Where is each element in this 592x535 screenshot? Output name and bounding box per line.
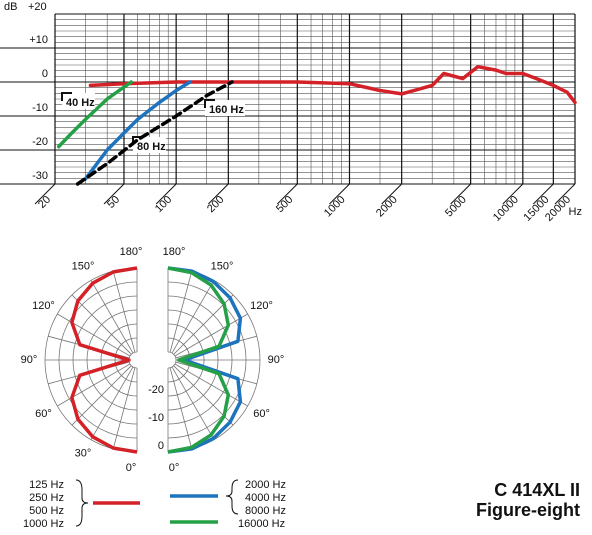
y-tick-label: 0 — [42, 68, 48, 80]
x-tick-label: 100 — [153, 194, 174, 215]
x-tick-label: 2000 — [374, 194, 400, 220]
polar-spoke — [171, 280, 215, 354]
response-curve — [56, 80, 133, 149]
y-tick-label: -20 — [32, 136, 48, 148]
x-tick-label: 500 — [274, 194, 295, 215]
polar-spoke — [71, 365, 132, 426]
x-tick-label: 10000 — [491, 194, 521, 224]
x-tick-label: 1000 — [322, 194, 348, 220]
polar-spoke — [171, 366, 215, 440]
annotation: 80 Hz — [137, 141, 166, 153]
angle-label: 30° — [75, 447, 92, 459]
tick-mark — [155, 183, 177, 205]
legend-brace — [225, 479, 239, 515]
angle-label: 0° — [169, 462, 180, 474]
x-tick-label: 20 — [36, 194, 53, 211]
annotation: 40 Hz — [66, 97, 95, 109]
polar-spoke — [174, 313, 248, 357]
tick-mark — [276, 183, 298, 205]
annotation-box — [62, 93, 95, 109]
x-tick-label: 5000 — [443, 194, 469, 220]
x-tick-label: 200 — [205, 194, 226, 215]
response-curve — [88, 64, 577, 105]
angle-label: 120° — [250, 300, 273, 312]
legend-label: 250 Hz — [29, 492, 64, 504]
legend-label: 500 Hz — [29, 505, 64, 517]
x-unit: Hz — [569, 206, 582, 218]
polar-spoke — [174, 363, 248, 407]
annotation-corner — [204, 99, 215, 108]
polar-curve — [70, 266, 138, 454]
annotation-box — [205, 100, 245, 116]
y-tick-label: -30 — [32, 170, 48, 182]
y-tick-label: +10 — [29, 34, 48, 46]
r-tick-label: 0 — [158, 440, 164, 452]
polar-spoke — [169, 367, 193, 449]
legend-label: 125 Hz — [29, 479, 64, 491]
legend-label: 2000 Hz — [245, 479, 286, 491]
polar-spoke — [57, 363, 131, 407]
legend-label: 16000 Hz — [238, 518, 285, 530]
x-tick-label: 50 — [105, 194, 122, 211]
r-tick-label: -10 — [148, 412, 164, 424]
angle-label: 150° — [211, 260, 234, 272]
polar-spoke — [90, 366, 134, 440]
angle-label: 180° — [163, 246, 186, 258]
legend-brace — [75, 479, 89, 527]
annotation: 160 Hz — [209, 104, 244, 116]
tick-mark — [103, 183, 125, 205]
polar-spoke — [169, 271, 193, 353]
r-tick-label: -20 — [148, 384, 164, 396]
legend-label: 4000 Hz — [245, 492, 286, 504]
tick-mark — [450, 183, 471, 205]
subtitle: Figure-eight — [476, 500, 580, 520]
tick-mark — [532, 183, 554, 205]
angle-label: 150° — [72, 260, 95, 272]
polar-curve — [167, 266, 231, 454]
polar-spoke — [90, 280, 134, 354]
angle-label: 0° — [126, 462, 137, 474]
polar-ring — [167, 351, 177, 369]
annotation-corner — [61, 92, 72, 101]
polar-spoke — [71, 294, 132, 355]
response-curve — [83, 80, 192, 181]
y-axis-label: dB — [4, 1, 17, 13]
polar-spoke — [57, 313, 131, 357]
angle-label: 60° — [35, 408, 52, 420]
legend-label: 1000 Hz — [23, 518, 64, 530]
response-curve — [75, 80, 234, 186]
angle-label: 90° — [21, 354, 38, 366]
polar-curve — [167, 266, 243, 454]
tick-mark — [502, 183, 524, 205]
annotation-box — [133, 137, 166, 153]
angle-label: 120° — [32, 300, 55, 312]
tick-mark — [381, 183, 403, 205]
polar-spoke — [112, 367, 136, 449]
y-tick-label: -10 — [32, 102, 48, 114]
tick-mark — [554, 183, 576, 205]
legend-label: 8000 Hz — [245, 505, 286, 517]
polar-spoke — [112, 271, 136, 353]
angle-label: 180° — [120, 246, 143, 258]
tick-mark — [207, 183, 229, 205]
angle-label: 60° — [253, 408, 270, 420]
tick-mark — [34, 183, 56, 205]
tick-mark — [329, 183, 350, 205]
title: C 414XL II — [494, 480, 580, 500]
angle-label: 90° — [268, 354, 285, 366]
y-tick-label: +20 — [28, 1, 47, 13]
